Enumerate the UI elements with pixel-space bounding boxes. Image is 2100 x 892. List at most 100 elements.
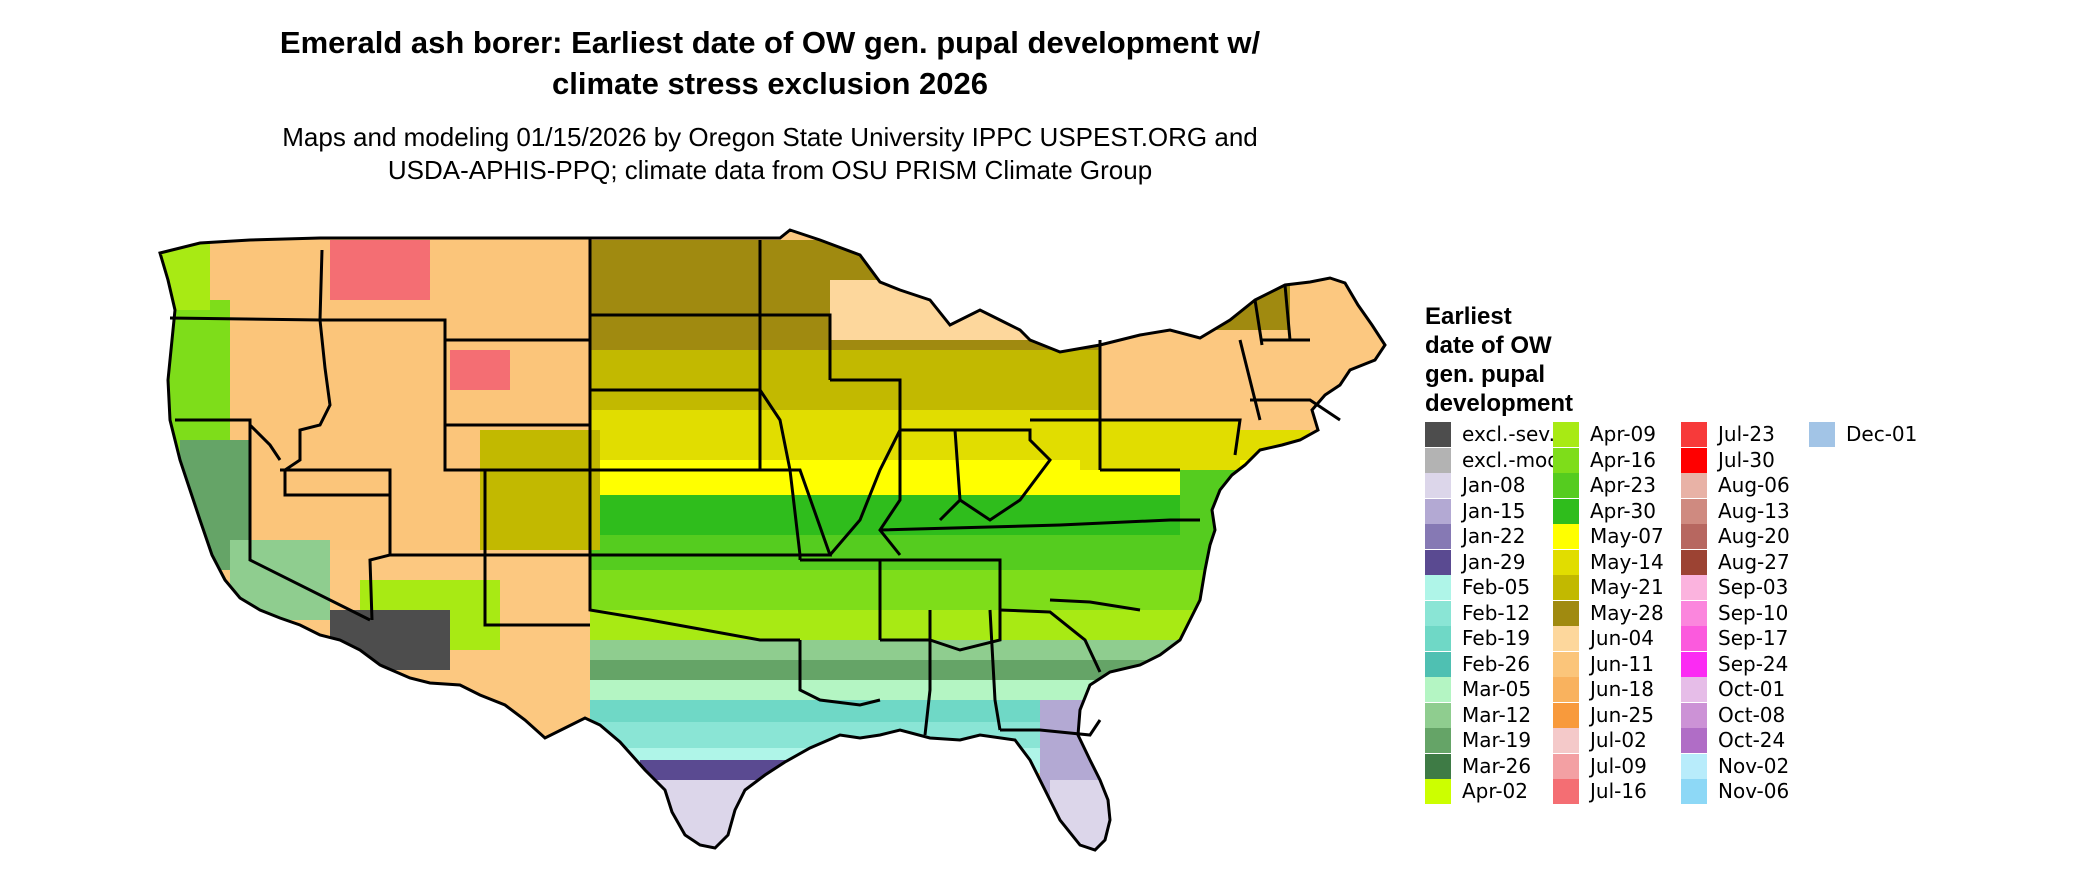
- legend-label: Jul-30: [1718, 447, 1775, 472]
- band-midatlantic: [1080, 420, 1240, 470]
- legend-label: May-21: [1590, 575, 1664, 599]
- legend-title-line: development: [1425, 390, 1574, 417]
- legend-swatch: [1425, 524, 1451, 549]
- band-northeast-jun: [1100, 330, 1385, 430]
- legend-swatch: [1425, 728, 1451, 753]
- band-wyoming-high: [450, 350, 510, 390]
- band-feb-12: [590, 722, 1210, 750]
- legend-label: Nov-02: [1718, 753, 1790, 778]
- legend-swatch: [1681, 702, 1707, 728]
- legend-label: Sep-24: [1718, 651, 1789, 676]
- legend-label: Sep-10: [1718, 600, 1789, 625]
- legend-item: Sep-03: [1681, 575, 1788, 600]
- legend-item: Apr-23: [1553, 473, 1656, 498]
- legend-label: Jun-25: [1590, 702, 1654, 727]
- legend-swatch: [1553, 651, 1579, 677]
- legend-item: excl.-sev.: [1425, 422, 1555, 447]
- legend-label: Sep-03: [1718, 575, 1789, 599]
- subtitle-line-2: USDA-APHIS-PPQ; climate data from OSU PR…: [387, 155, 1153, 185]
- legend-label: Mar-12: [1462, 702, 1532, 727]
- legend-item: Jun-25: [1553, 702, 1654, 728]
- legend-swatch: [1681, 498, 1707, 524]
- legend-swatch: [1425, 600, 1451, 626]
- legend-label: Oct-24: [1718, 728, 1786, 752]
- legend-item: Feb-19: [1425, 626, 1530, 651]
- legend-label: Oct-01: [1718, 677, 1786, 701]
- state-boundaries: [158, 228, 1387, 852]
- title-line-2: climate stress exclusion 2026: [552, 66, 988, 101]
- legend-label: Aug-20: [1718, 524, 1790, 548]
- legend-swatch: [1425, 779, 1451, 804]
- legend-label: Feb-12: [1462, 600, 1531, 625]
- legend-swatch: [1681, 626, 1707, 651]
- legend-item: Nov-06: [1681, 779, 1789, 804]
- legend-item: Aug-06: [1681, 473, 1790, 498]
- legend-label: Sep-17: [1718, 626, 1789, 650]
- legend-label: Jan-15: [1462, 498, 1526, 523]
- legend-item: May-07: [1553, 524, 1664, 549]
- legend-item: Oct-08: [1681, 702, 1786, 728]
- legend-label: Jun-18: [1590, 677, 1654, 701]
- legend-swatch: [1425, 447, 1451, 473]
- legend-item: Jul-23: [1681, 422, 1775, 447]
- legend-item: Apr-30: [1553, 498, 1656, 524]
- legend-swatch: [1553, 549, 1579, 575]
- legend-title-line: gen. pupal: [1425, 361, 1545, 388]
- legend-label: Mar-26: [1462, 753, 1532, 778]
- legend-item: Oct-01: [1681, 677, 1785, 702]
- legend-swatch: [1553, 600, 1579, 626]
- legend-swatch: [1681, 651, 1707, 677]
- legend-label: Jul-23: [1718, 422, 1775, 446]
- band-jan-08-texas: [650, 780, 770, 850]
- legend-swatch: [1553, 422, 1579, 447]
- legend-label: May-14: [1590, 549, 1664, 574]
- legend-item: Jan-08: [1425, 473, 1526, 498]
- map-subtitle: Maps and modeling 01/15/2026 by Oregon S…: [140, 121, 1400, 187]
- legend-swatch: [1809, 422, 1835, 447]
- legend-swatch: [1681, 677, 1707, 702]
- legend-swatch: [1425, 626, 1451, 651]
- legend-item: Feb-26: [1425, 651, 1530, 677]
- legend-item: excl.-mod.: [1425, 447, 1566, 473]
- legend-swatch: [1681, 600, 1707, 626]
- legend-swatch: [1553, 626, 1579, 651]
- title-line-1: Emerald ash borer: Earliest date of OW g…: [279, 25, 1261, 60]
- legend-item: Dec-01: [1809, 422, 1917, 447]
- legend-item: Sep-17: [1681, 626, 1788, 651]
- band-excl-sev: [330, 610, 450, 670]
- legend-item: Apr-02: [1425, 779, 1528, 804]
- legend-item: Aug-27: [1681, 549, 1790, 575]
- legend-item: Jul-16: [1553, 779, 1647, 804]
- map-title: Emerald ash borer: Earliest date of OW g…: [140, 22, 1400, 104]
- legend-swatch: [1553, 498, 1579, 524]
- legend-label: Aug-27: [1718, 549, 1790, 574]
- legend-item: Sep-10: [1681, 600, 1789, 626]
- legend-item: Jul-30: [1681, 447, 1775, 473]
- legend-label: Apr-09: [1590, 422, 1656, 446]
- legend-label: excl.-sev.: [1462, 422, 1555, 446]
- legend-item: Sep-24: [1681, 651, 1789, 677]
- legend-label: Oct-08: [1718, 702, 1786, 727]
- legend-swatch: [1681, 549, 1707, 575]
- legend-swatch: [1425, 677, 1451, 702]
- legend-swatch: [1553, 524, 1579, 549]
- band-apr-30: [590, 495, 1230, 540]
- legend-swatch: [1425, 651, 1451, 677]
- legend-swatch: [1425, 498, 1451, 524]
- legend-swatch: [1553, 473, 1579, 498]
- legend-label: Jul-02: [1590, 728, 1647, 752]
- legend-label: Jan-29: [1462, 549, 1526, 574]
- legend-label: Jul-09: [1590, 753, 1647, 778]
- legend-swatch: [1553, 677, 1579, 702]
- legend-item: Jan-29: [1425, 549, 1526, 575]
- legend-swatch: [1425, 753, 1451, 779]
- legend-swatch: [1553, 753, 1579, 779]
- legend-label: May-07: [1590, 524, 1664, 548]
- legend-item: Jul-09: [1553, 753, 1647, 779]
- legend-label: Jan-22: [1462, 524, 1526, 548]
- legend-swatch: [1553, 728, 1579, 753]
- legend-item: Mar-12: [1425, 702, 1532, 728]
- legend-label: Apr-30: [1590, 498, 1656, 523]
- legend-item: Apr-09: [1553, 422, 1656, 447]
- band-coastal-va: [1180, 470, 1240, 550]
